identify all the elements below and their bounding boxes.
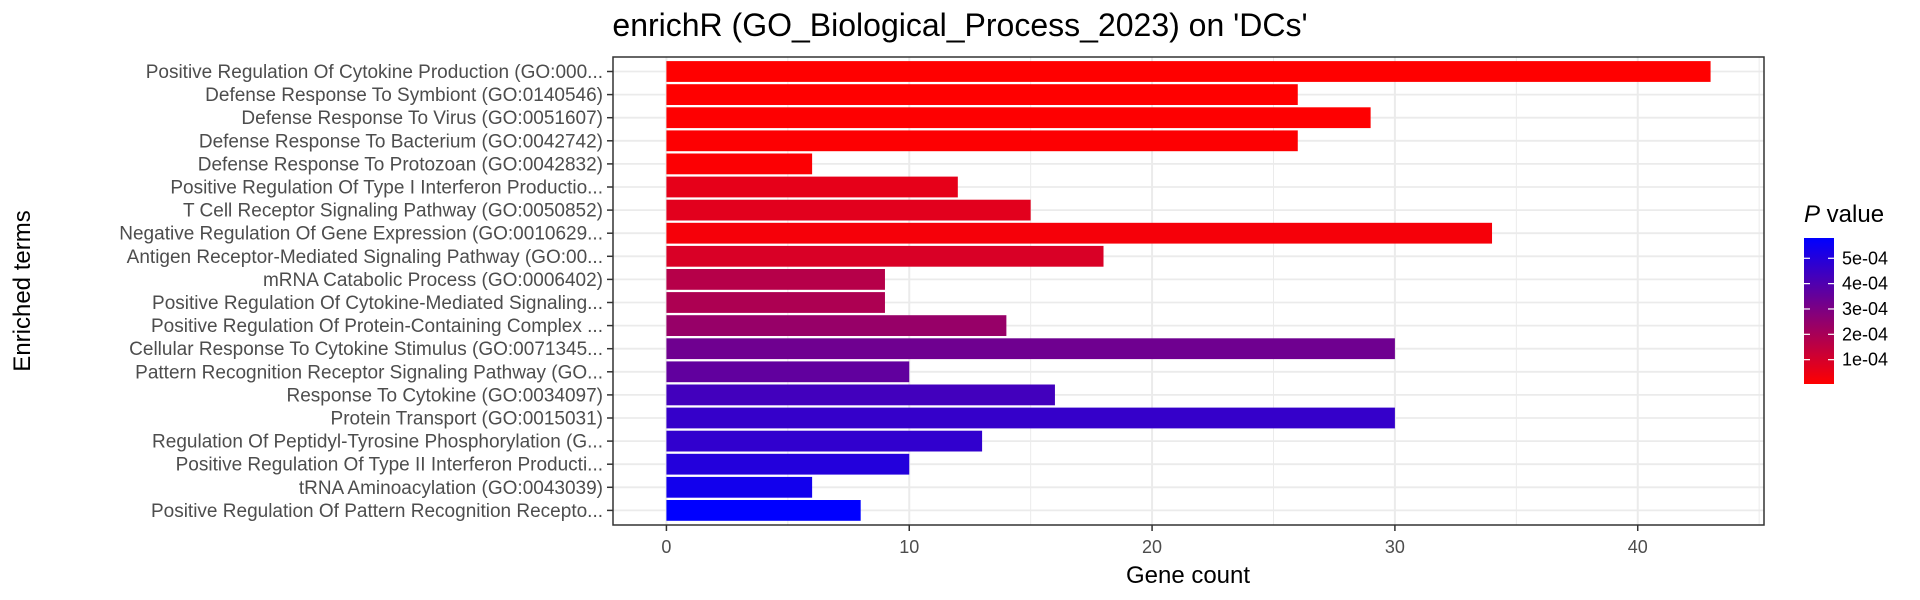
bar xyxy=(666,107,1371,129)
bar xyxy=(666,153,813,175)
legend-tick-label: 2e-04 xyxy=(1842,324,1888,344)
bar xyxy=(666,430,983,452)
y-tick-label: Negative Regulation Of Gene Expression (… xyxy=(119,224,603,245)
chart-title: enrichR (GO_Biological_Process_2023) on … xyxy=(612,7,1307,43)
y-tick-label: Antigen Receptor-Mediated Signaling Path… xyxy=(127,247,603,268)
y-tick-label: Positive Regulation Of Protein-Containin… xyxy=(151,316,603,337)
y-tick-label: Pattern Recognition Receptor Signaling P… xyxy=(135,362,603,383)
y-tick-label: Defense Response To Protozoan (GO:004283… xyxy=(198,154,603,175)
y-tick-label: Positive Regulation Of Cytokine Producti… xyxy=(146,62,603,83)
bar xyxy=(666,269,885,290)
bar xyxy=(666,500,861,521)
bar xyxy=(666,61,1711,82)
legend-title-italic: P xyxy=(1804,201,1820,228)
legend-tick-label: 4e-04 xyxy=(1842,274,1888,294)
legend-colorbar xyxy=(1804,238,1834,384)
y-tick-label: Positive Regulation Of Type I Interferon… xyxy=(170,178,603,199)
bar xyxy=(666,361,910,383)
legend-ticks: 1e-04 2e-04 3e-04 4e-04 5e-04 xyxy=(1804,248,1888,370)
y-tick-label: Positive Regulation Of Type II Interfero… xyxy=(176,455,603,476)
bar xyxy=(666,245,1104,267)
y-tick-label: Positive Regulation Of Pattern Recogniti… xyxy=(151,501,603,522)
bar xyxy=(666,338,1395,360)
bar xyxy=(666,222,1493,244)
y-tick-label: Response To Cytokine (GO:0034097) xyxy=(287,385,604,406)
bar xyxy=(666,130,1298,152)
legend-tick-label: 5e-04 xyxy=(1842,248,1888,268)
x-tick-label: 30 xyxy=(1385,537,1405,557)
y-tick-label: Positive Regulation Of Cytokine-Mediated… xyxy=(152,293,603,314)
x-tick-label: 40 xyxy=(1628,537,1648,557)
x-axis: 0 10 20 30 40 xyxy=(661,525,1648,557)
y-tick-label: Defense Response To Symbiont (GO:0140546… xyxy=(205,85,603,106)
bar xyxy=(666,199,1031,221)
y-tick-label: T Cell Receptor Signaling Pathway (GO:00… xyxy=(183,201,603,222)
legend-tick-label: 1e-04 xyxy=(1842,350,1888,370)
x-axis-title: Gene count xyxy=(1126,562,1250,589)
bar xyxy=(666,476,813,498)
y-tick-label: tRNA Aminoacylation (GO:0043039) xyxy=(299,478,603,499)
bars xyxy=(666,61,1711,521)
bar xyxy=(666,407,1395,429)
x-tick-label: 10 xyxy=(899,537,919,557)
y-tick-label: Defense Response To Bacterium (GO:004274… xyxy=(199,131,603,152)
legend: P value 1e-04 2e-04 3e-04 4e-04 5e-04 xyxy=(1804,201,1888,384)
plot-panel-border xyxy=(612,56,1765,526)
y-tick-label: Regulation Of Peptidyl-Tyrosine Phosphor… xyxy=(152,432,603,453)
y-tick-label: Cellular Response To Cytokine Stimulus (… xyxy=(129,339,603,360)
legend-title: P value xyxy=(1804,201,1884,228)
bar xyxy=(666,315,1007,336)
legend-title-rest: value xyxy=(1820,201,1884,228)
bar xyxy=(666,292,885,313)
y-axis: Positive Regulation Of Cytokine Producti… xyxy=(119,62,613,522)
x-tick-label: 20 xyxy=(1142,537,1162,557)
y-tick-label: Defense Response To Virus (GO:0051607) xyxy=(241,108,603,129)
bar xyxy=(666,176,958,198)
y-axis-title: Enriched terms xyxy=(9,210,36,371)
y-tick-label: Protein Transport (GO:0015031) xyxy=(331,409,603,430)
legend-tick-label: 3e-04 xyxy=(1842,299,1888,319)
bar xyxy=(666,453,910,475)
bar xyxy=(666,84,1298,105)
y-tick-label: mRNA Catabolic Process (GO:0006402) xyxy=(263,270,603,291)
bar xyxy=(666,384,1055,406)
x-tick-label: 0 xyxy=(661,537,671,557)
